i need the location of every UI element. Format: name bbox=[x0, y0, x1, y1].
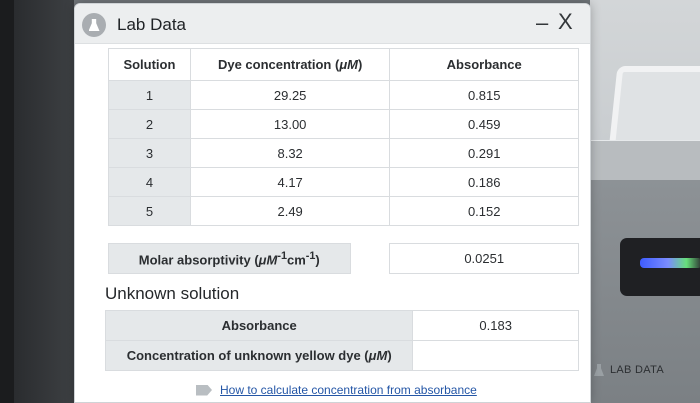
help-link[interactable]: How to calculate concentration from abso… bbox=[196, 383, 477, 397]
concentration-cell: 29.25 bbox=[189, 80, 391, 110]
background-strip bbox=[14, 0, 74, 403]
table-header-row: Solution Dye concentration (μM) Absorban… bbox=[108, 48, 579, 81]
molar-absorptivity-table: Molar absorptivity (μM-1cm-1) 0.0251 bbox=[108, 243, 579, 274]
minimize-button[interactable]: – bbox=[536, 10, 549, 35]
absorbance-cell: 0.291 bbox=[389, 138, 579, 168]
lab-data-tab[interactable]: LAB DATA bbox=[594, 364, 664, 376]
table-row: 5 2.49 0.152 bbox=[108, 196, 579, 226]
lab-data-tab-label: LAB DATA bbox=[610, 364, 664, 376]
tag-icon bbox=[196, 384, 212, 396]
spectrum-display bbox=[640, 258, 700, 268]
lab-data-window: Lab Data – X Solution Dye concentration … bbox=[74, 3, 591, 403]
unknown-absorbance-value: 0.183 bbox=[412, 310, 579, 341]
header-dye-concentration: Dye concentration (μM) bbox=[189, 48, 391, 81]
window-titlebar[interactable]: Lab Data – X bbox=[75, 4, 590, 44]
table-row: 3 8.32 0.291 bbox=[108, 138, 579, 168]
solution-cell: 3 bbox=[108, 138, 191, 168]
window-title: Lab Data bbox=[117, 15, 186, 34]
unknown-concentration-input[interactable] bbox=[412, 340, 579, 371]
unknown-absorbance-label: Absorbance bbox=[104, 310, 414, 341]
solution-cell: 5 bbox=[108, 196, 191, 226]
table-row: 1 29.25 0.815 bbox=[108, 80, 579, 110]
molar-absorptivity-input[interactable]: 0.0251 bbox=[389, 243, 579, 274]
unknown-solution-table: Absorbance 0.183 Concentration of unknow… bbox=[104, 310, 579, 371]
spacer bbox=[350, 243, 390, 274]
absorbance-cell: 0.815 bbox=[389, 80, 579, 110]
background-edge bbox=[0, 0, 14, 403]
help-link-text[interactable]: How to calculate concentration from abso… bbox=[220, 383, 477, 397]
concentration-cell: 4.17 bbox=[189, 167, 391, 197]
calibration-table: Solution Dye concentration (μM) Absorban… bbox=[108, 48, 579, 226]
bench-shelf bbox=[590, 140, 700, 180]
header-absorbance: Absorbance bbox=[389, 48, 579, 81]
absorbance-cell: 0.459 bbox=[389, 109, 579, 139]
solution-cell: 2 bbox=[108, 109, 191, 139]
absorbance-cell: 0.186 bbox=[389, 167, 579, 197]
concentration-cell: 2.49 bbox=[189, 196, 391, 226]
header-solution: Solution bbox=[108, 48, 191, 81]
flask-icon bbox=[594, 364, 604, 376]
unknown-concentration-label: Concentration of unknown yellow dye (μM) bbox=[104, 340, 414, 371]
unknown-solution-heading: Unknown solution bbox=[105, 284, 240, 303]
solution-cell: 1 bbox=[108, 80, 191, 110]
table-row: Absorbance 0.183 bbox=[104, 310, 579, 341]
concentration-cell: 13.00 bbox=[189, 109, 391, 139]
table-row: 2 13.00 0.459 bbox=[108, 109, 579, 139]
concentration-cell: 8.32 bbox=[189, 138, 391, 168]
molar-absorptivity-label: Molar absorptivity (μM-1cm-1) bbox=[108, 243, 351, 274]
table-row: Concentration of unknown yellow dye (μM) bbox=[104, 340, 579, 371]
table-row: 4 4.17 0.186 bbox=[108, 167, 579, 197]
absorbance-cell: 0.152 bbox=[389, 196, 579, 226]
solution-cell: 4 bbox=[108, 167, 191, 197]
flask-icon bbox=[82, 13, 106, 37]
molar-absorptivity-row: Molar absorptivity (μM-1cm-1) 0.0251 bbox=[108, 243, 579, 274]
close-button[interactable]: X bbox=[558, 9, 573, 34]
